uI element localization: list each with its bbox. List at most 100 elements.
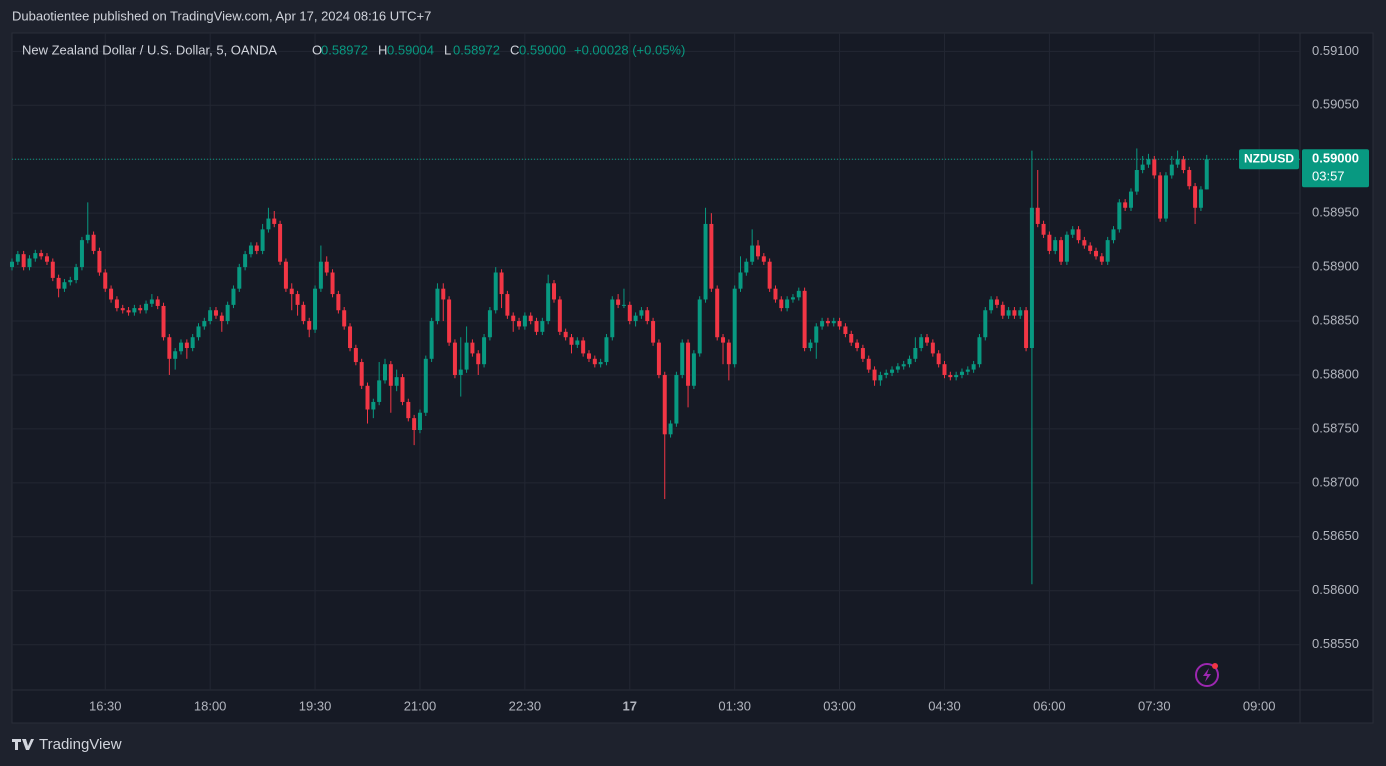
candle-body	[68, 280, 73, 283]
candle-body	[563, 331, 568, 338]
legend-value: 0.58972	[453, 42, 500, 57]
candle-body	[744, 261, 749, 273]
legend-key: H	[378, 42, 387, 57]
candle-body	[138, 308, 143, 311]
candle-body	[1105, 240, 1110, 262]
candle-body	[313, 288, 318, 330]
x-tick-label: 17	[623, 698, 637, 713]
candle-body	[948, 374, 953, 378]
candle-body	[802, 290, 807, 349]
candle-body	[586, 353, 591, 359]
candle-body	[1088, 245, 1093, 251]
candle-body	[213, 310, 218, 316]
candle-body	[919, 337, 924, 349]
x-tick-label: 16:30	[89, 698, 122, 713]
candle-body	[1000, 304, 1005, 316]
candle-body	[1029, 207, 1034, 349]
icon-ring	[1195, 663, 1219, 687]
candle-body	[56, 277, 61, 289]
candle-body	[686, 342, 691, 386]
candle-body	[703, 223, 708, 300]
y-tick-label: 0.58800	[1312, 366, 1359, 381]
candle-body	[1018, 310, 1023, 316]
candle-body	[1059, 240, 1064, 262]
candle-body	[814, 326, 819, 343]
candle-body	[656, 342, 661, 375]
tradingview-logo: TradingView	[12, 736, 122, 753]
candle-body	[528, 315, 533, 322]
x-tick-label: 09:00	[1243, 698, 1276, 713]
candle-body	[855, 342, 860, 349]
candle-body	[1012, 310, 1017, 316]
y-tick-label: 0.58750	[1312, 420, 1359, 435]
candle-body	[1152, 159, 1157, 176]
candle-body	[441, 288, 446, 300]
candle-body	[779, 299, 784, 309]
candle-body	[1053, 240, 1058, 251]
publish-info: Dubaotientee published on TradingView.co…	[12, 8, 431, 23]
symbol-title: New Zealand Dollar / U.S. Dollar, 5, OAN…	[22, 42, 277, 57]
candle-body	[289, 288, 294, 295]
candle-body	[610, 299, 615, 338]
candle-body	[254, 245, 259, 251]
candle-body	[184, 342, 189, 349]
price-tag: 0.59000	[1312, 151, 1359, 166]
candle-body	[109, 288, 114, 300]
candle-body	[62, 282, 67, 289]
candle-body	[965, 369, 970, 372]
candle-body	[120, 308, 125, 311]
x-tick-label: 01:30	[718, 698, 751, 713]
candle-body	[983, 310, 988, 338]
y-tick-label: 0.59050	[1312, 97, 1359, 112]
y-tick-label: 0.58900	[1312, 259, 1359, 274]
candle-body	[260, 229, 265, 251]
candle-body	[907, 358, 912, 365]
candle-body	[1158, 175, 1163, 219]
candle-body	[557, 299, 562, 332]
x-tick-label: 18:00	[194, 698, 227, 713]
candle-body	[103, 272, 108, 289]
candle-body	[936, 353, 941, 365]
candle-body	[74, 267, 79, 281]
candle-body	[15, 254, 20, 262]
candle-body	[1134, 170, 1139, 192]
candle-body	[866, 358, 871, 370]
grid	[12, 33, 1300, 690]
candle-body	[1099, 256, 1104, 262]
candle-body	[476, 353, 481, 365]
candle-body	[540, 321, 545, 332]
x-tick-label: 21:00	[404, 698, 437, 713]
legend-value: 0.59004	[387, 42, 434, 57]
candle-body	[464, 342, 469, 370]
candle-body	[633, 315, 638, 322]
candle-body	[837, 321, 842, 327]
candle-body	[901, 364, 906, 367]
candle-body	[400, 377, 405, 402]
candle-body	[925, 337, 930, 343]
candle-body	[755, 245, 760, 257]
candle-body	[144, 303, 149, 311]
candle-body	[429, 321, 434, 359]
candle-body	[1128, 191, 1133, 208]
icon-bolt	[1203, 668, 1211, 682]
candle-body	[581, 340, 586, 354]
candle-body	[371, 401, 376, 410]
candle-body	[575, 340, 580, 345]
candle-body	[1024, 310, 1029, 349]
y-tick-label: 0.58950	[1312, 205, 1359, 220]
symbol-tag-bg	[1239, 149, 1299, 170]
candle-body	[1111, 229, 1116, 241]
candle-body	[517, 321, 522, 327]
legend-change: +0.00028 (+0.05%)	[574, 42, 685, 57]
candle-body	[1181, 159, 1186, 171]
candle-body	[616, 299, 621, 305]
candle-body	[860, 348, 865, 359]
candle-body	[190, 337, 195, 349]
candle-body	[330, 272, 335, 295]
candle-body	[1006, 310, 1011, 316]
candle-body	[913, 348, 918, 359]
candle-body	[930, 342, 935, 354]
candles	[10, 148, 1209, 585]
candle-body	[954, 374, 959, 378]
candle-body	[114, 299, 119, 309]
